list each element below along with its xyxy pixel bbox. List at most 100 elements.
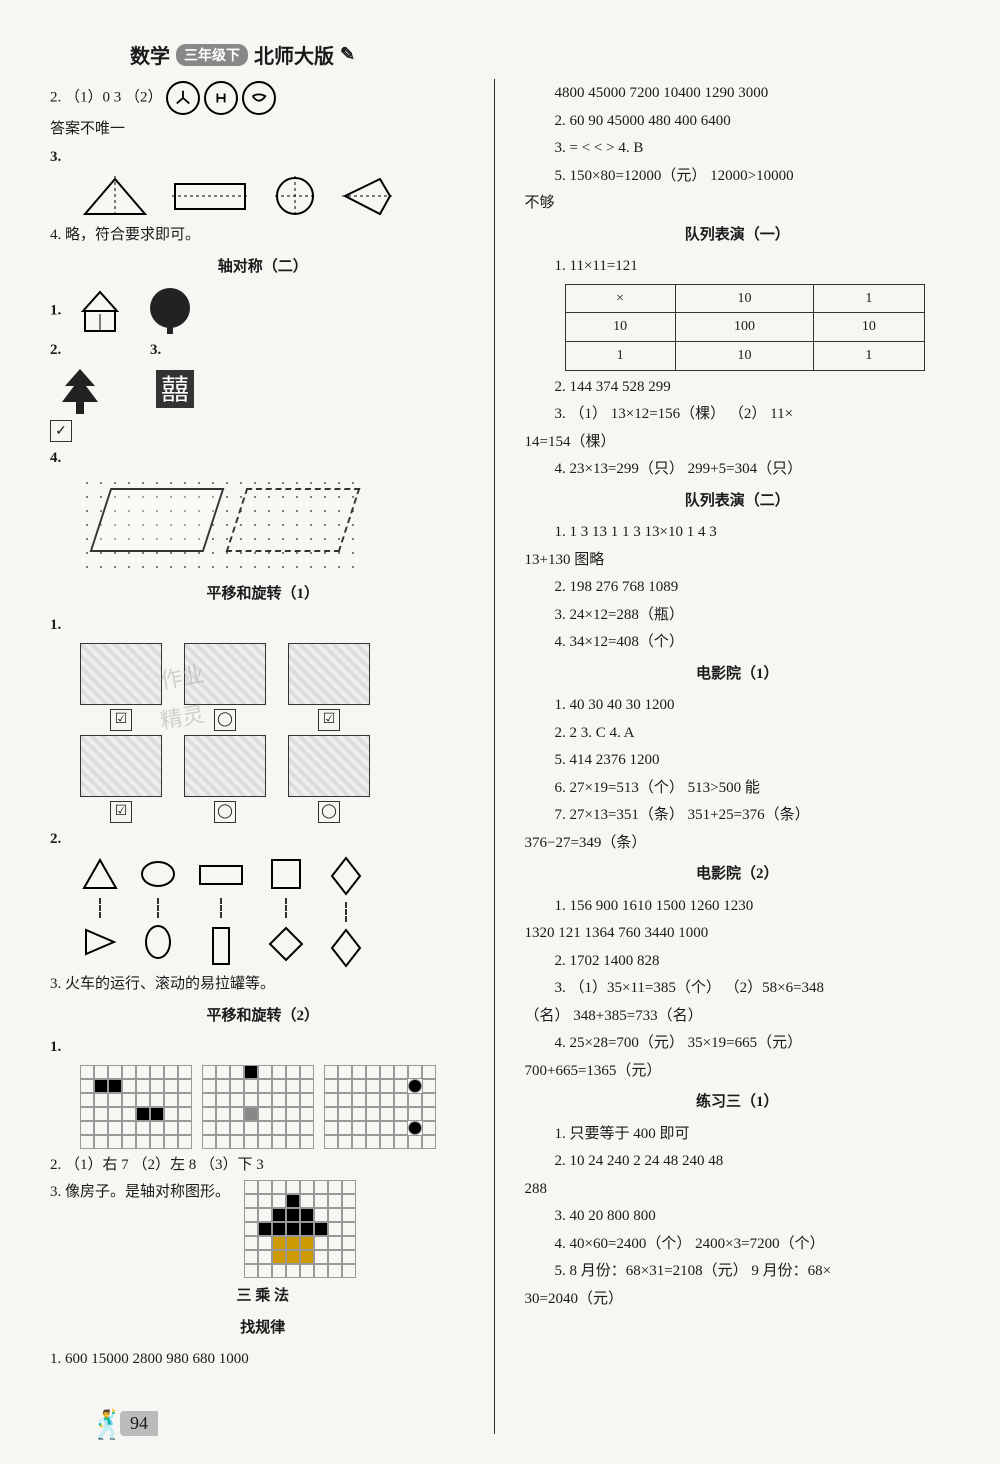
rect-tall-icon	[203, 924, 239, 968]
ellipse-icon-2	[138, 924, 178, 960]
q4-text: 4. 略，符合要求即可。	[50, 223, 476, 249]
subject-title: 数学	[130, 40, 170, 69]
car-logos	[166, 81, 276, 115]
q2-note: 答案不唯一	[50, 117, 476, 143]
tr1-q2-label: 2.	[50, 827, 476, 853]
t-c-1-1: 100	[675, 313, 814, 342]
t-c-2-0: 1	[565, 342, 675, 371]
dl2-q4: 4. 34×12=408（个）	[525, 630, 951, 656]
rect-dashed-icon	[170, 174, 250, 219]
t-c-0-0: ×	[565, 284, 675, 313]
diamond-icon-2	[326, 856, 366, 896]
axis-q2-label: 2.	[50, 342, 61, 358]
ex3-2b: 288	[525, 1177, 951, 1203]
dl1-q2: 2. 144 374 528 299	[525, 375, 951, 401]
r-line-5: 不够	[525, 191, 951, 217]
axis-q3-label: 3.	[150, 342, 161, 358]
dl2-q1a: 1. 1 3 13 1 1 3 13×10 1 4 3	[525, 520, 951, 546]
right-column: 4800 45000 7200 10400 1290 3000 2. 60 90…	[525, 79, 951, 1434]
t-c-1-0: 10	[565, 313, 675, 342]
tr1-q1-label: 1.	[50, 613, 476, 639]
cine1-1: 1. 40 30 40 30 1200	[525, 693, 951, 719]
diamond-icon-3	[326, 928, 366, 968]
section-cinema-2: 电影院（2）	[525, 862, 951, 888]
image-check-row-1: ☑ ◯ ☑	[80, 643, 476, 731]
check-1-2: ◯	[214, 709, 236, 731]
house-grid-figure	[244, 1180, 356, 1278]
section-multiplication: 三 乘 法	[50, 1284, 476, 1310]
ex3-1: 1. 只要等于 400 即可	[525, 1122, 951, 1148]
tr1-q3: 3. 火车的运行、滚动的易拉罐等。	[50, 972, 476, 998]
image-placeholder-1	[80, 643, 162, 705]
section-exercise-3: 练习三（1）	[525, 1090, 951, 1116]
t-c-2-2: 1	[814, 342, 924, 371]
cine2-3a: 3. （1）35×11=385（个） （2）58×6=348	[525, 976, 951, 1002]
check-2-1: ☑	[110, 801, 132, 823]
image-placeholder-5	[184, 735, 266, 797]
honda-logo-icon	[204, 81, 238, 115]
ex3-4: 4. 40×60=2400（个） 2400×3=7200（个）	[525, 1232, 951, 1258]
section-formation-1: 队列表演（一）	[525, 223, 951, 249]
multiplication-table: ×101 1010010 1101	[565, 284, 925, 371]
dl1-q1: 1. 11×11=121	[525, 254, 951, 280]
ex3-2a: 2. 10 24 240 2 24 48 240 48	[525, 1149, 951, 1175]
rule-q1: 1. 600 15000 2800 980 680 1000	[50, 1347, 476, 1373]
section-translate-rotate-2: 平移和旋转（2）	[50, 1004, 476, 1030]
parallelogram-solid	[90, 488, 225, 552]
dl2-q2: 2. 198 276 768 1089	[525, 575, 951, 601]
check-q2: ✓	[50, 420, 72, 442]
check-2-3: ◯	[318, 801, 340, 823]
dl1-q3b: 14=154（棵）	[525, 430, 951, 456]
tr2-q2: 2. （1）右 7 （2）左 8 （3）下 3	[50, 1153, 476, 1179]
dl2-q3: 3. 24×12=288（瓶）	[525, 603, 951, 629]
left-column: 2. （1）0 3 （2） 答案不唯一 3.	[50, 79, 495, 1434]
dot-grid-figure	[80, 476, 360, 576]
pine-tree-icon	[50, 364, 110, 419]
ex3-5a: 5. 8 月份：68×31=2108（元） 9 月份：68×	[525, 1259, 951, 1285]
ex3-3: 3. 40 20 800 800	[525, 1204, 951, 1230]
cine2-1a: 1. 156 900 1610 1500 1260 1230	[525, 894, 951, 920]
tree-circle-icon	[145, 286, 195, 336]
image-placeholder-3	[288, 643, 370, 705]
r-line-3: 3. = < < > 4. B	[525, 136, 951, 162]
ex3-5b: 30=2040（元）	[525, 1287, 951, 1313]
t-c-0-2: 1	[814, 284, 924, 313]
grade-badge: 三年级下	[176, 44, 248, 66]
cine1-4: 6. 27×19=513（个） 513>500 能	[525, 776, 951, 802]
triangle-icon	[80, 856, 120, 892]
tr2-q3-row: 3. 像房子。是轴对称图形。	[50, 1180, 476, 1278]
svg-text:囍: 囍	[161, 374, 189, 406]
mazda-logo-icon	[242, 81, 276, 115]
q2-text: 2. （1）0 3 （2）	[50, 89, 163, 105]
cine2-2: 2. 1702 1400 828	[525, 949, 951, 975]
rect-wide-icon	[196, 856, 246, 892]
section-find-pattern: 找规律	[50, 1316, 476, 1342]
cine2-1b: 1320 121 1364 760 3440 1000	[525, 921, 951, 947]
cine1-3: 5. 414 2376 1200	[525, 748, 951, 774]
tr2-q1-label: 1.	[50, 1035, 476, 1061]
cine2-3b: （名） 348+385=733（名）	[525, 1004, 951, 1030]
shape-translate-pairs	[80, 856, 476, 968]
dl1-q4: 4. 23×13=299（只） 299+5=304（只）	[525, 457, 951, 483]
q3-shapes	[80, 174, 476, 219]
section-axis-2: 轴对称（二）	[50, 255, 476, 281]
publisher-label: 北师大版	[254, 40, 334, 69]
diamond-icon	[266, 924, 306, 964]
cine1-5: 7. 27×13=351（条） 351+25=376（条）	[525, 803, 951, 829]
grid-fig-3	[324, 1065, 436, 1149]
house-shape-icon	[75, 286, 125, 336]
benz-logo-icon	[166, 81, 200, 115]
grid-figures	[80, 1065, 476, 1149]
check-1-3: ☑	[318, 709, 340, 731]
two-column-layout: 2. （1）0 3 （2） 答案不唯一 3.	[50, 79, 950, 1434]
q3-label: 3.	[50, 145, 476, 171]
t-c-1-2: 10	[814, 313, 924, 342]
axis-q1: 1.	[50, 286, 476, 336]
axis-q4-label: 4.	[50, 446, 476, 472]
page-root: 数学 三年级下 北师大版 ✎ 2. （1）0 3 （2）	[0, 0, 1000, 1464]
r-line-1: 4800 45000 7200 10400 1290 3000	[525, 81, 951, 107]
dl2-q1b: 13+130 图略	[525, 548, 951, 574]
check-2-2: ◯	[214, 801, 236, 823]
section-translate-rotate-1: 平移和旋转（1）	[50, 582, 476, 608]
tr2-q3: 3. 像房子。是轴对称图形。	[50, 1184, 230, 1200]
